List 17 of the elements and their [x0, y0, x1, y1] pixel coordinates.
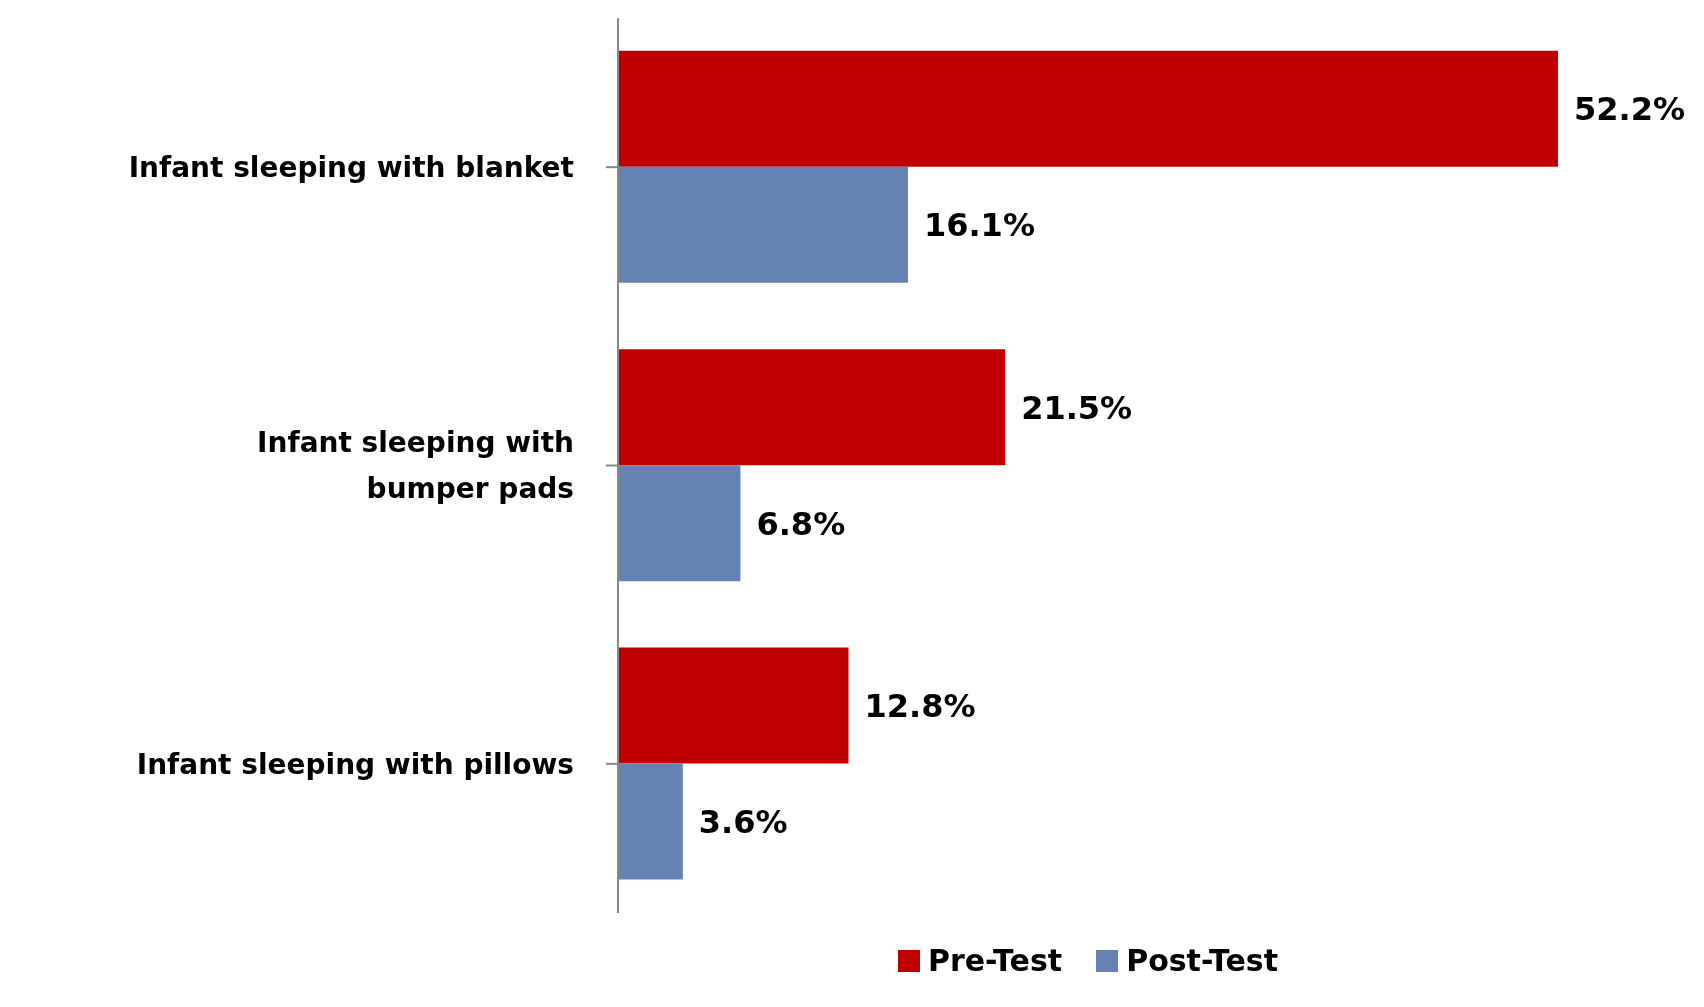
data-label: 21.5% [1021, 388, 1133, 427]
bar [618, 349, 1006, 466]
bar [618, 166, 908, 283]
bar [618, 465, 741, 582]
bar [618, 763, 683, 880]
bar [618, 50, 1558, 167]
data-label: 12.8% [864, 686, 976, 725]
data-label: 3.6% [698, 802, 788, 841]
y-tick-label: Infant sleeping with blanket [128, 150, 574, 184]
legend-label: Post-Test [1126, 943, 1279, 978]
bar [618, 647, 849, 764]
y-tick-label: Infant sleeping with pillows [136, 747, 574, 781]
legend-label: Pre-Test [927, 943, 1063, 978]
data-label: 52.2% [1574, 90, 1686, 129]
data-label: 6.8% [756, 504, 846, 543]
y-tick-label: Infant sleeping with bumper pads [257, 426, 574, 506]
data-label: 16.1% [923, 206, 1035, 245]
